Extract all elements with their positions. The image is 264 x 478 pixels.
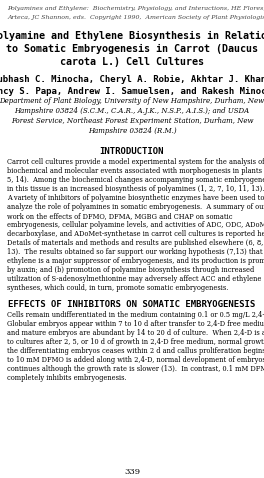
Text: completely inhibits embryogenesis.: completely inhibits embryogenesis.	[7, 374, 127, 382]
Text: work on the effects of DFMO, DFMA, MGBG and CHAP on somatic: work on the effects of DFMO, DFMA, MGBG …	[7, 212, 233, 220]
Text: to 10 mM DFMO is added along with 2,4-D, normal development of embryos: to 10 mM DFMO is added along with 2,4-D,…	[7, 356, 264, 364]
Text: INTRODUCTION: INTRODUCTION	[100, 147, 164, 156]
Text: Nancy S. Papa, Andrew I. Samuelsen, and Rakesh Minocha: Nancy S. Papa, Andrew I. Samuelsen, and …	[0, 87, 264, 96]
Text: carota L.) Cell Cultures: carota L.) Cell Cultures	[60, 57, 204, 67]
Text: Forest Service, Northeast Forest Experiment Station, Durham, New: Forest Service, Northeast Forest Experim…	[11, 117, 253, 125]
Text: decarboxylase, and ADoMet-synthetase in carrot cell cultures is reported here.: decarboxylase, and ADoMet-synthetase in …	[7, 230, 264, 238]
Text: to cultures after 2, 5, or 10 d of growth in 2,4-D free medium, normal growth of: to cultures after 2, 5, or 10 d of growt…	[7, 338, 264, 346]
Text: analyze the role of polyamines in somatic embryogenesis.  A summary of our: analyze the role of polyamines in somati…	[7, 203, 264, 211]
Text: Cells remain undifferentiated in the medium containing 0.1 or 0.5 mg/L 2,4-D.: Cells remain undifferentiated in the med…	[7, 311, 264, 319]
Text: Department of Plant Biology, University of New Hampshire, Durham, New: Department of Plant Biology, University …	[0, 97, 264, 105]
Text: Hampshire 03824 (R.M.): Hampshire 03824 (R.M.)	[88, 127, 176, 135]
Text: 5, 14).  Among the biochemical changes accompanying somatic embryogenesis: 5, 14). Among the biochemical changes ac…	[7, 176, 264, 184]
Text: by auxin; and (b) promotion of polyamine biosynthesis through increased: by auxin; and (b) promotion of polyamine…	[7, 266, 254, 274]
Text: syntheses, which could, in turn, promote somatic embryogenesis.: syntheses, which could, in turn, promote…	[7, 284, 228, 292]
Text: the differentiating embryos ceases within 2 d and callus proliferation begins.  : the differentiating embryos ceases withi…	[7, 347, 264, 355]
Text: Details of materials and methods and results are published elsewhere (6, 8, 9, 1: Details of materials and methods and res…	[7, 239, 264, 247]
Text: utilization of S-adenosylmethionine may adversely affect ACC and ethylene: utilization of S-adenosylmethionine may …	[7, 275, 261, 283]
Text: Hampshire 03824 (S.C.M., C.A.R., A.J.K., N.S.P., A.I.S.); and USDA: Hampshire 03824 (S.C.M., C.A.R., A.J.K.,…	[15, 107, 249, 115]
Text: 339: 339	[124, 468, 140, 476]
Text: Subhash C. Minocha, Cheryl A. Robie, Akhtar J. Khan,: Subhash C. Minocha, Cheryl A. Robie, Akh…	[0, 75, 264, 84]
Text: Polyamine and Ethylene Biosynthesis in Relation: Polyamine and Ethylene Biosynthesis in R…	[0, 31, 264, 41]
Text: 13).  The results obtained so far support our working hypothesis (7,13) that (a): 13). The results obtained so far support…	[7, 248, 264, 256]
Text: Arteca, JC Shannon, eds.  Copyright 1990,  American Society of Plant Physiologis: Arteca, JC Shannon, eds. Copyright 1990,…	[7, 15, 264, 20]
Text: continues although the growth rate is slower (13).  In contrast, 0.1 mM DFMA: continues although the growth rate is sl…	[7, 365, 264, 373]
Text: EFFECTS OF INHIBITORS ON SOMATIC EMBRYOGENESIS: EFFECTS OF INHIBITORS ON SOMATIC EMBRYOG…	[8, 300, 256, 309]
Text: embryogenesis, cellular polyamine levels, and activities of ADC, ODC, ADoMet: embryogenesis, cellular polyamine levels…	[7, 221, 264, 229]
Text: A variety of inhibitors of polyamine biosynthetic enzymes have been used to: A variety of inhibitors of polyamine bio…	[7, 194, 264, 202]
Text: biochemical and molecular events associated with morphogenesis in plants (3, 4,: biochemical and molecular events associa…	[7, 167, 264, 175]
Text: in this tissue is an increased biosynthesis of polyamines (1, 2, 7, 10, 11, 13).: in this tissue is an increased biosynthe…	[7, 185, 264, 193]
Text: Polyamines and Ethylene:  Biochemistry, Physiology, and Interactions, HE Flores,: Polyamines and Ethylene: Biochemistry, P…	[7, 6, 264, 11]
Text: and mature embryos are abundant by 14 to 20 d of culture.  When 2,4-D is added: and mature embryos are abundant by 14 to…	[7, 329, 264, 337]
Text: to Somatic Embryogenesis in Carrot (Daucus: to Somatic Embryogenesis in Carrot (Dauc…	[6, 44, 258, 54]
Text: ethylene is a major suppressor of embryogenesis, and its production is promoted: ethylene is a major suppressor of embryo…	[7, 257, 264, 265]
Text: Carrot cell cultures provide a model experimental system for the analysis of: Carrot cell cultures provide a model exp…	[7, 158, 264, 166]
Text: Globular embryos appear within 7 to 10 d after transfer to 2,4-D free medium,: Globular embryos appear within 7 to 10 d…	[7, 320, 264, 328]
